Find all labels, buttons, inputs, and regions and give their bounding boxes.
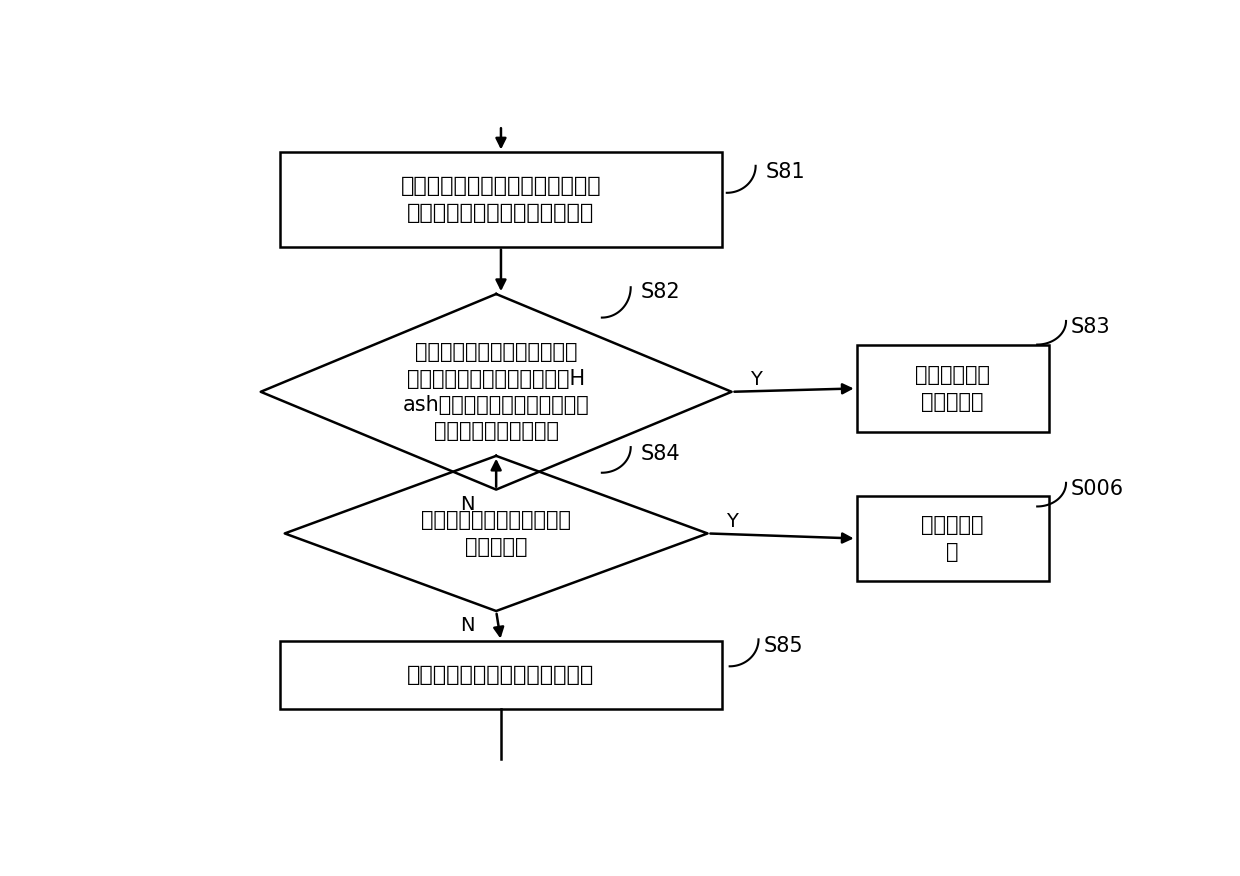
Text: Y: Y [750, 371, 761, 389]
Text: 后台主机将后台数据库中当前阅读
器的编号与随机数进行相或运算: 后台主机将后台数据库中当前阅读 器的编号与随机数进行相或运算 [401, 176, 601, 223]
Bar [857, 497, 1049, 581]
Text: S83: S83 [1071, 317, 1111, 337]
Text: 确认被论证的
阅读器合法: 确认被论证的 阅读器合法 [915, 365, 990, 412]
Text: S006: S006 [1071, 479, 1123, 499]
Bar [280, 641, 722, 709]
Text: 本次论证失
败: 本次论证失 败 [921, 515, 983, 562]
Text: 后台主机将当前阅读器的编号
与随机数相或运算的结果进行H
ash加密运算，并判断运算结果
是否等于第二运算结果: 后台主机将当前阅读器的编号 与随机数相或运算的结果进行H ash加密运算，并判断… [403, 343, 589, 442]
Bar [857, 344, 1049, 432]
Text: S81: S81 [765, 162, 805, 182]
Text: N: N [460, 617, 475, 635]
Text: S82: S82 [640, 282, 680, 302]
Text: S85: S85 [764, 636, 804, 656]
Polygon shape [260, 294, 732, 490]
Text: 查找后台数据库中下一个阅读器: 查找后台数据库中下一个阅读器 [407, 665, 595, 685]
Bar [280, 152, 722, 247]
Text: Y: Y [725, 512, 738, 531]
Text: S84: S84 [640, 444, 680, 463]
Polygon shape [285, 456, 708, 611]
Text: N: N [460, 495, 475, 514]
Text: 判断后台数据库中的阅读器
是否已遍历: 判断后台数据库中的阅读器 是否已遍历 [422, 510, 572, 556]
